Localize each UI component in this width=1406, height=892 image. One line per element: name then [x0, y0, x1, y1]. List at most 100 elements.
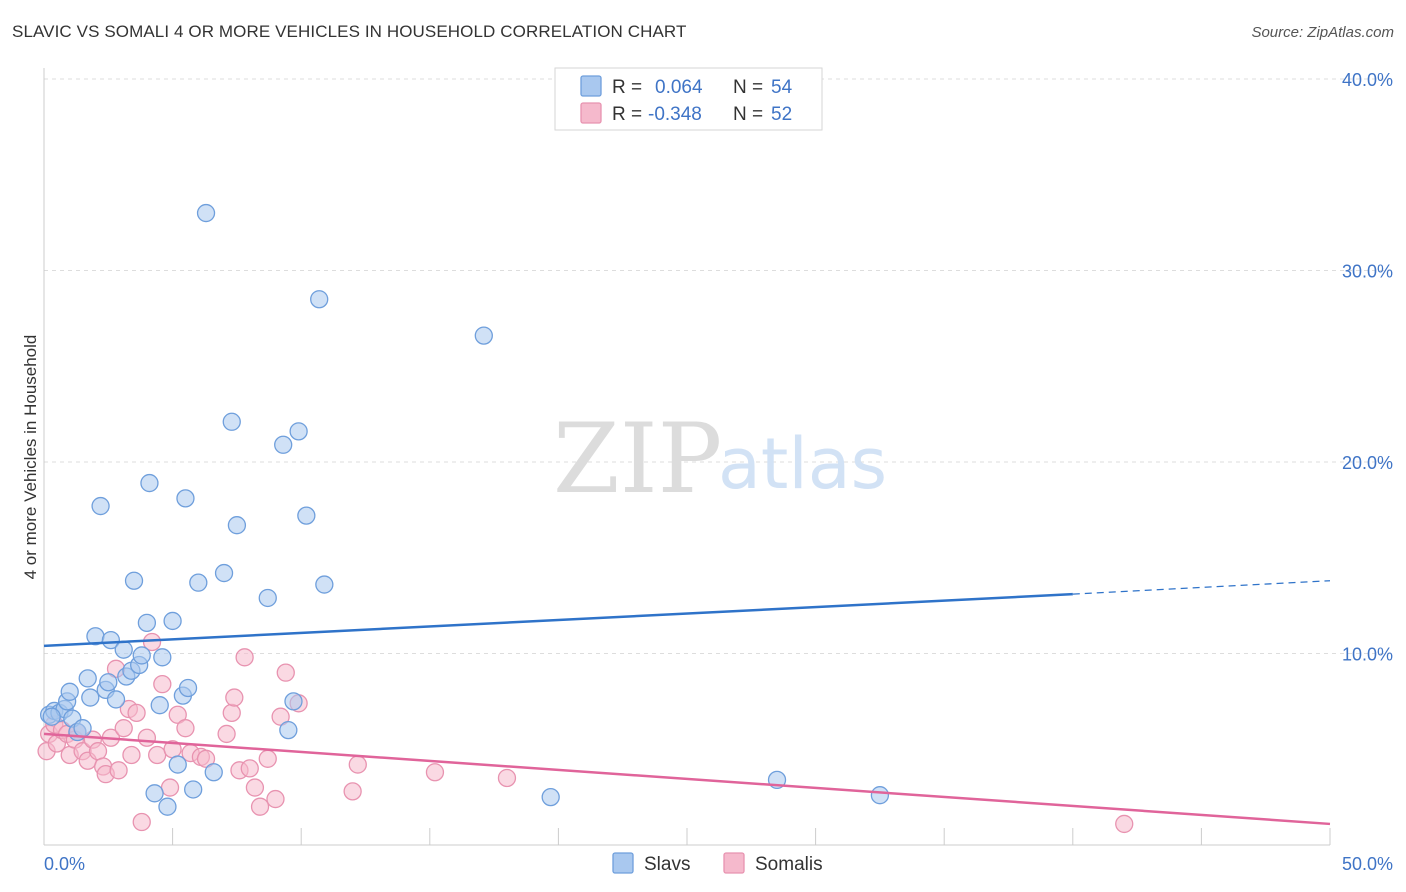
- slavs-point: [132, 646, 151, 665]
- somalis-point: [258, 749, 277, 768]
- watermark: ZIP atlas: [553, 403, 887, 515]
- slavs-point: [870, 786, 890, 805]
- somalis-point: [160, 778, 180, 797]
- chart-source: Source: ZipAtlas.com: [1251, 24, 1394, 41]
- slavs-point: [258, 588, 277, 608]
- slavs-trend-extension: [1072, 580, 1331, 595]
- y-tick-labels: 10.0% 20.0% 30.0% 40.0%: [1342, 70, 1393, 665]
- somalis-point: [1115, 814, 1134, 834]
- legend-swatch-somalis: [580, 102, 602, 124]
- slavs-point: [163, 611, 182, 631]
- stats-legend: R = 0.064 N = 54 R = -0.348 N = 52: [554, 67, 823, 131]
- somalis-point: [425, 763, 445, 782]
- slavs-point: [315, 575, 334, 594]
- slavs-point: [91, 496, 110, 516]
- bottom-legend-swatch-slavs: [612, 852, 634, 874]
- slavs-point: [73, 719, 92, 738]
- somalis-point: [122, 745, 141, 765]
- slavs-point: [78, 669, 97, 688]
- slavs-point: [310, 290, 329, 309]
- somalis-point: [276, 663, 295, 682]
- legend-n-label-somalis: N =: [733, 104, 763, 125]
- slavs-point: [222, 412, 241, 431]
- slavs-point: [176, 489, 195, 508]
- slavs-point: [284, 692, 303, 711]
- slavs-point: [60, 682, 79, 701]
- slavs-point: [297, 506, 316, 525]
- somalis-point: [109, 761, 128, 780]
- x-tick-label-max: 50.0%: [1342, 854, 1393, 874]
- legend-r-label-slavs: R =: [612, 77, 642, 98]
- x-tick-label-min: 0.0%: [44, 854, 85, 874]
- somalis-point: [240, 759, 259, 778]
- legend-swatch-slavs: [580, 75, 602, 97]
- somalis-point: [235, 648, 254, 667]
- x-tick-labels: 0.0% 50.0%: [44, 854, 1393, 874]
- y-tick-label: 40.0%: [1342, 70, 1393, 90]
- slavs-point: [541, 787, 560, 807]
- y-axis-label: 4 or more Vehicles in Household: [21, 335, 40, 580]
- watermark-zip: ZIP: [553, 403, 722, 515]
- chart-title: SLAVIC VS SOMALI 4 OR MORE VEHICLES IN H…: [12, 22, 687, 41]
- grid-layer: [44, 78, 1390, 654]
- legend-n-label-slavs: N =: [733, 77, 763, 98]
- somalis-points: [37, 632, 1134, 834]
- slavs-point: [101, 630, 121, 650]
- slavs-point: [474, 326, 493, 345]
- somalis-point: [250, 797, 270, 816]
- somalis-point: [114, 719, 133, 738]
- somalis-point: [127, 703, 146, 723]
- somalis-point: [245, 778, 265, 797]
- y-tick-label: 30.0%: [1342, 262, 1393, 282]
- somalis-point: [88, 742, 108, 761]
- slavs-point: [99, 673, 118, 692]
- legend-n-value-somalis: 52: [771, 104, 792, 125]
- slavs-point: [153, 648, 172, 667]
- somalis-point: [348, 755, 367, 774]
- slavs-point: [81, 688, 100, 707]
- slavs-points: [39, 203, 890, 816]
- watermark-atlas: atlas: [718, 423, 887, 505]
- legend-r-value-slavs: 0.064: [655, 77, 703, 98]
- slavs-point: [196, 203, 216, 223]
- bottom-legend-label-somalis: Somalis: [755, 854, 823, 875]
- bottom-legend-swatch-somalis: [723, 852, 745, 874]
- bottom-legend-label-slavs: Slavs: [644, 854, 690, 875]
- slavs-point: [274, 435, 293, 454]
- somalis-trend-line: [43, 732, 1331, 826]
- slavs-point: [168, 755, 187, 774]
- slavs-point: [150, 696, 169, 715]
- legend-r-label-somalis: R =: [612, 104, 642, 125]
- somalis-point: [148, 745, 167, 765]
- slavs-point: [214, 563, 234, 583]
- slavs-point: [145, 784, 164, 803]
- slavs-point: [289, 422, 308, 441]
- slavs-point: [124, 571, 144, 590]
- slavs-point: [227, 516, 247, 535]
- somalis-point: [137, 728, 157, 747]
- somalis-point: [132, 812, 151, 832]
- somalis-point: [497, 768, 517, 788]
- somalis-point: [222, 703, 241, 723]
- legend-r-value-somalis: -0.348: [648, 104, 702, 125]
- somalis-point: [176, 719, 195, 738]
- slavs-point: [140, 473, 159, 493]
- somalis-point: [217, 724, 236, 744]
- slavs-point: [189, 573, 208, 592]
- somalis-point: [225, 688, 244, 707]
- legend-n-value-slavs: 54: [771, 77, 793, 98]
- slavs-point: [158, 797, 177, 816]
- y-tick-label: 10.0%: [1342, 645, 1393, 665]
- slavs-point: [137, 613, 157, 633]
- somalis-point: [153, 674, 172, 694]
- slavs-point: [42, 707, 61, 726]
- slavs-point: [184, 780, 203, 799]
- y-tick-label: 20.0%: [1342, 453, 1393, 473]
- slavs-trend-line: [43, 592, 1073, 648]
- slavs-point: [279, 720, 298, 740]
- slavs-point: [106, 690, 126, 709]
- somalis-point: [266, 789, 285, 809]
- slavs-point: [114, 640, 133, 659]
- slavs-point: [178, 678, 198, 698]
